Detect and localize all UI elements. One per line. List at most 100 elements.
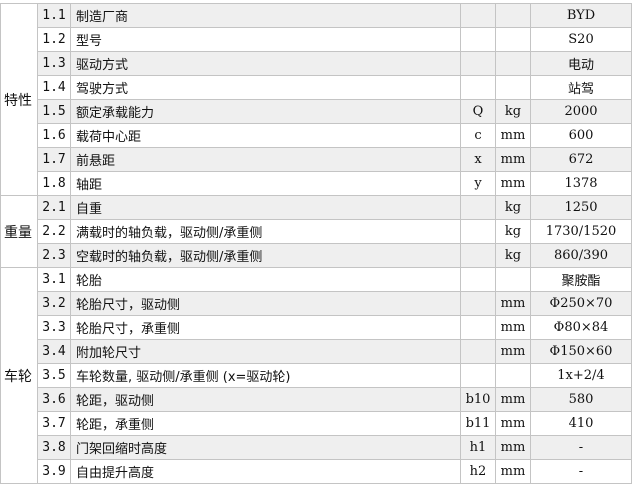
- spec-symbol: Q: [460, 99, 496, 124]
- spec-symbol: [460, 267, 496, 292]
- spec-symbol: [460, 3, 496, 28]
- spec-unit: mm: [495, 291, 531, 316]
- spec-unit: mm: [495, 411, 531, 436]
- row-number: 3.2: [37, 291, 71, 316]
- spec-unit: [495, 27, 531, 52]
- row-number: 1.6: [37, 123, 71, 148]
- spec-unit: kg: [495, 219, 531, 244]
- table-row: 3.5 车轮数量, 驱动侧/承重侧 (x=驱动轮) 1x+2/4: [1, 363, 632, 388]
- category-label: 车轮: [0, 267, 38, 484]
- table-row: 1.4 驾驶方式 站驾: [1, 75, 632, 100]
- row-number: 1.2: [37, 27, 71, 52]
- table-row: 1.6 载荷中心距 c mm 600: [1, 123, 632, 148]
- spec-value: Φ250×70: [530, 291, 632, 316]
- spec-symbol: b10: [460, 387, 496, 412]
- spec-value: Φ150×60: [530, 339, 632, 364]
- spec-symbol: [460, 51, 496, 76]
- spec-unit: [495, 363, 531, 388]
- spec-unit: kg: [495, 195, 531, 220]
- spec-symbol: b11: [460, 411, 496, 436]
- spec-name: 空载时的轴负载，驱动侧/承重侧: [70, 243, 461, 268]
- row-number: 3.5: [37, 363, 71, 388]
- spec-name: 驾驶方式: [70, 75, 461, 100]
- row-number: 3.6: [37, 387, 71, 412]
- spec-value: Φ80×84: [530, 315, 632, 340]
- spec-table: 特性 1.1 制造厂商 BYD 1.2 型号 S20 1.3 驱动方式 电动 1.4 驾驶方式 站驾 1.…: [0, 3, 632, 484]
- table-row: 3.9 自由提升高度 h2 mm -: [1, 459, 632, 484]
- spec-symbol: y: [460, 171, 496, 196]
- table-row: 重量 2.1 自重 kg 1250: [0, 195, 632, 268]
- spec-symbol: [460, 339, 496, 364]
- table-row: 2.3 空载时的轴负载，驱动侧/承重侧 kg 860/390: [1, 243, 632, 268]
- table-row: 1.3 驱动方式 电动: [1, 51, 632, 76]
- spec-name: 轴距: [70, 171, 461, 196]
- table-row: 3.7 轮距，承重侧 b11 mm 410: [1, 411, 632, 436]
- spec-unit: mm: [495, 387, 531, 412]
- spec-name: 自由提升高度: [70, 459, 461, 484]
- table-row: 3.2 轮胎尺寸，驱动侧 mm Φ250×70: [1, 291, 632, 316]
- row-number: 3.1: [37, 267, 71, 292]
- spec-unit: kg: [495, 243, 531, 268]
- table-row: 3.6 轮距，驱动侧 b10 mm 580: [1, 387, 632, 412]
- spec-symbol: h1: [460, 435, 496, 460]
- spec-value: 1730/1520: [530, 219, 632, 244]
- table-row: 1.7 前悬距 x mm 672: [1, 147, 632, 172]
- spec-symbol: [460, 243, 496, 268]
- spec-symbol: x: [460, 147, 496, 172]
- spec-name: 轮胎尺寸，承重侧: [70, 315, 461, 340]
- spec-value: 672: [530, 147, 632, 172]
- row-number: 1.4: [37, 75, 71, 100]
- spec-name: 满载时的轴负载，驱动侧/承重侧: [70, 219, 461, 244]
- spec-unit: kg: [495, 99, 531, 124]
- spec-value: 聚胺酯: [530, 267, 632, 292]
- table-row: 特性 1.1 制造厂商 BYD: [0, 3, 632, 196]
- spec-name: 额定承载能力: [70, 99, 461, 124]
- spec-unit: [495, 267, 531, 292]
- category-label: 重量: [0, 195, 38, 268]
- spec-unit: mm: [495, 171, 531, 196]
- spec-name: 车轮数量, 驱动侧/承重侧 (x=驱动轮): [70, 363, 461, 388]
- spec-name: 制造厂商: [70, 3, 461, 28]
- spec-name: 载荷中心距: [70, 123, 461, 148]
- row-number: 1.7: [37, 147, 71, 172]
- spec-value: 1378: [530, 171, 632, 196]
- spec-value: 2000: [530, 99, 632, 124]
- spec-symbol: c: [460, 123, 496, 148]
- spec-unit: mm: [495, 147, 531, 172]
- table-row: 1.2 型号 S20: [1, 27, 632, 52]
- row-number: 1.3: [37, 51, 71, 76]
- spec-value: 410: [530, 411, 632, 436]
- spec-value: -: [530, 459, 632, 484]
- spec-unit: mm: [495, 123, 531, 148]
- spec-name: 轮胎: [70, 267, 461, 292]
- spec-name: 驱动方式: [70, 51, 461, 76]
- spec-name: 轮距，承重侧: [70, 411, 461, 436]
- spec-name: 前悬距: [70, 147, 461, 172]
- spec-symbol: [460, 75, 496, 100]
- spec-value: 1x+2/4: [530, 363, 632, 388]
- spec-unit: [495, 51, 531, 76]
- spec-name: 自重: [70, 195, 461, 220]
- row-number: 2.1: [37, 195, 71, 220]
- row-number: 1.1: [37, 3, 71, 28]
- spec-value: 600: [530, 123, 632, 148]
- category-label: 特性: [0, 3, 38, 196]
- spec-symbol: h2: [460, 459, 496, 484]
- spec-symbol: [460, 315, 496, 340]
- spec-unit: mm: [495, 339, 531, 364]
- row-number: 2.3: [37, 243, 71, 268]
- row-number: 3.4: [37, 339, 71, 364]
- spec-symbol: [460, 291, 496, 316]
- spec-name: 门架回缩时高度: [70, 435, 461, 460]
- spec-name: 附加轮尺寸: [70, 339, 461, 364]
- row-number: 3.8: [37, 435, 71, 460]
- row-number: 1.8: [37, 171, 71, 196]
- spec-value: 电动: [530, 51, 632, 76]
- table-row: 3.3 轮胎尺寸，承重侧 mm Φ80×84: [1, 315, 632, 340]
- spec-unit: mm: [495, 459, 531, 484]
- spec-name: 轮距，驱动侧: [70, 387, 461, 412]
- spec-symbol: [460, 27, 496, 52]
- spec-unit: mm: [495, 315, 531, 340]
- spec-value: 580: [530, 387, 632, 412]
